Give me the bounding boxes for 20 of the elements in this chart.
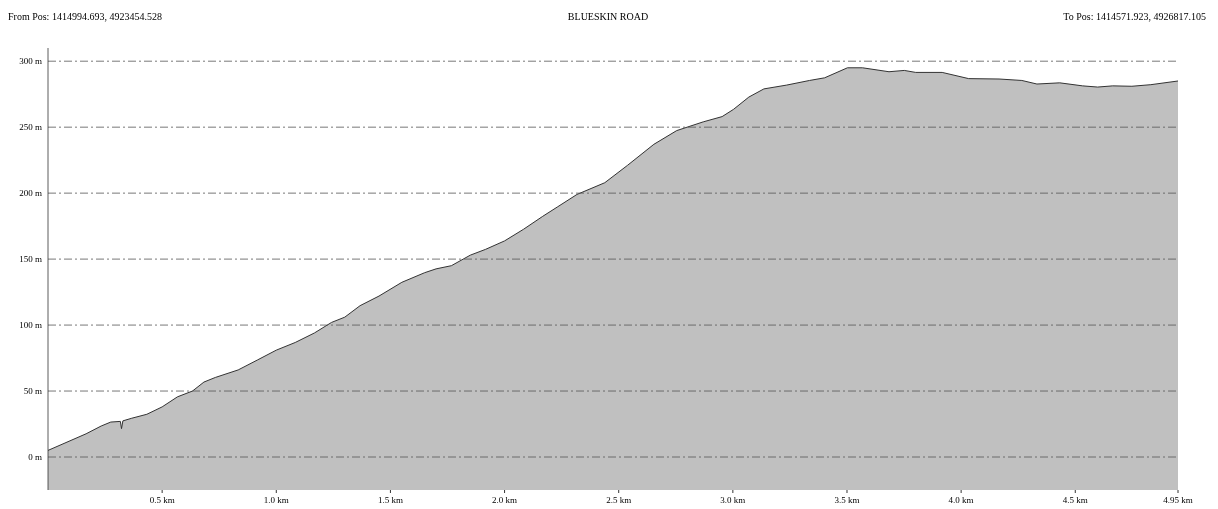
y-tick-label: 0 m: [28, 451, 42, 462]
y-tick-label: 250 m: [19, 122, 42, 133]
text: From Pos: 1414994.693, 4923454.528: [8, 11, 162, 22]
x-tick-label: 3.5 km: [834, 495, 860, 505]
y-tick-label: 100 m: [19, 319, 42, 330]
x-tick-label: 0.5 km: [149, 495, 175, 505]
y-tick-label: 200 m: [19, 188, 42, 199]
chart-title: BLUESKIN ROAD: [567, 11, 649, 22]
y-tick-label: 300 m: [19, 56, 42, 67]
y-tick-label: 150 m: [19, 253, 42, 264]
x-tick-label: 1.5 km: [377, 495, 403, 505]
x-tick-label: 2.0 km: [492, 495, 518, 505]
x-tick-label: 3.0 km: [720, 495, 746, 505]
x-tick-label: 4.5 km: [1062, 495, 1088, 505]
x-tick-label: 2.5 km: [606, 495, 632, 505]
x-tick-label: 4.95 km: [1163, 495, 1193, 505]
x-tick-label: 4.0 km: [948, 495, 974, 505]
y-tick-label: 50 m: [23, 385, 42, 396]
text: To Pos: 1414571.923, 4926817.105: [1063, 11, 1206, 22]
x-tick-label: 1.0 km: [263, 495, 289, 505]
